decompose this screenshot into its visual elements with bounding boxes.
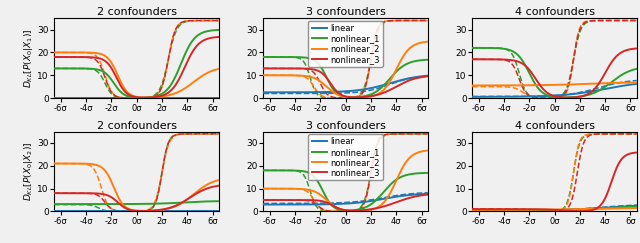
Title: 3 confounders: 3 confounders	[306, 121, 385, 131]
Legend: linear, nonlinear_1, nonlinear_2, nonlinear_3: linear, nonlinear_1, nonlinear_2, nonlin…	[308, 21, 383, 67]
Title: 4 confounders: 4 confounders	[515, 8, 595, 17]
Legend: linear, nonlinear_1, nonlinear_2, nonlinear_3: linear, nonlinear_1, nonlinear_2, nonlin…	[308, 134, 383, 181]
Y-axis label: $D_{KL}[P(X_0|X_1)]$: $D_{KL}[P(X_0|X_1)]$	[22, 28, 35, 88]
Title: 2 confounders: 2 confounders	[97, 121, 177, 131]
Title: 3 confounders: 3 confounders	[306, 8, 385, 17]
Title: 4 confounders: 4 confounders	[515, 121, 595, 131]
Title: 2 confounders: 2 confounders	[97, 8, 177, 17]
Y-axis label: $D_{KL}[P(X_0|X_2)]$: $D_{KL}[P(X_0|X_2)]$	[22, 142, 35, 201]
